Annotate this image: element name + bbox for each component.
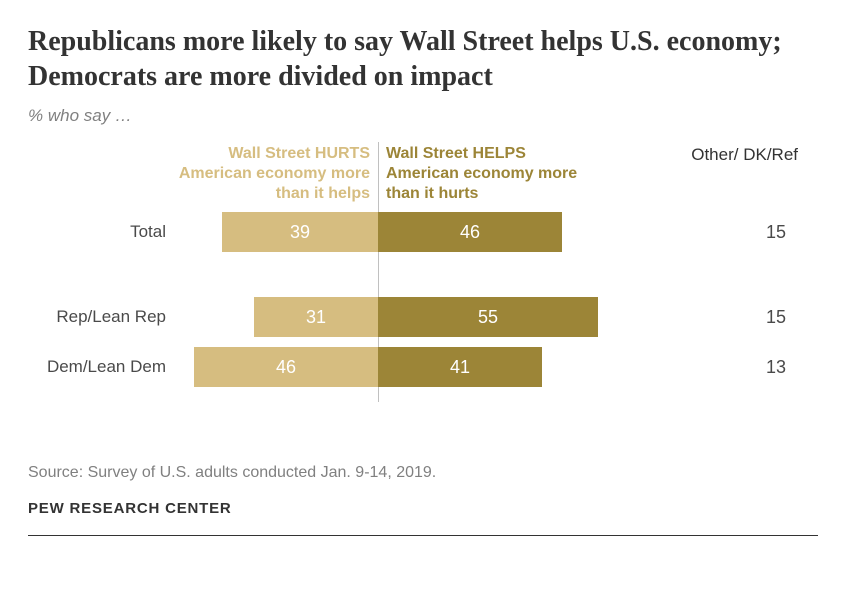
chart-area: Wall Street HURTS American economy more … (28, 144, 818, 444)
bar-pos-zone: 41 (378, 347, 638, 387)
bars-wrap: Total394615Rep/Lean Rep315515Dem/Lean De… (28, 212, 818, 387)
bar-row: Total 3946 15 (28, 212, 818, 252)
row-label: Rep/Lean Rep (28, 307, 178, 327)
legend-helps: Wall Street HELPS American economy more … (378, 144, 578, 204)
other-value: 15 (638, 222, 818, 243)
bar-hurts: 31 (254, 297, 378, 337)
bar-helps: 55 (378, 297, 598, 337)
legend-hurts: Wall Street HURTS American economy more … (178, 144, 378, 204)
other-value: 13 (638, 357, 818, 378)
row-label: Total (28, 222, 178, 242)
bar-helps: 41 (378, 347, 542, 387)
chart-subtitle: % who say … (28, 106, 818, 126)
legend-row: Wall Street HURTS American economy more … (28, 144, 818, 204)
legend-other: Other/ DK/Ref (578, 144, 818, 204)
bar-neg-zone: 39 (178, 212, 378, 252)
bar-neg-zone: 46 (178, 347, 378, 387)
row-label: Dem/Lean Dem (28, 357, 178, 377)
bar-neg-zone: 31 (178, 297, 378, 337)
bar-helps: 46 (378, 212, 562, 252)
bar-row: Rep/Lean Rep 3155 15 (28, 297, 818, 337)
chart-title: Republicans more likely to say Wall Stre… (28, 24, 818, 94)
bar-hurts: 46 (194, 347, 378, 387)
source-note: Source: Survey of U.S. adults conducted … (28, 464, 818, 482)
bar-pos-zone: 55 (378, 297, 638, 337)
bar-row: Dem/Lean Dem 4641 13 (28, 347, 818, 387)
legend-spacer (28, 144, 178, 204)
attribution: PEW RESEARCH CENTER (28, 500, 818, 517)
other-value: 15 (638, 307, 818, 328)
bar-pos-zone: 46 (378, 212, 638, 252)
bottom-rule (28, 535, 818, 536)
bar-hurts: 39 (222, 212, 378, 252)
